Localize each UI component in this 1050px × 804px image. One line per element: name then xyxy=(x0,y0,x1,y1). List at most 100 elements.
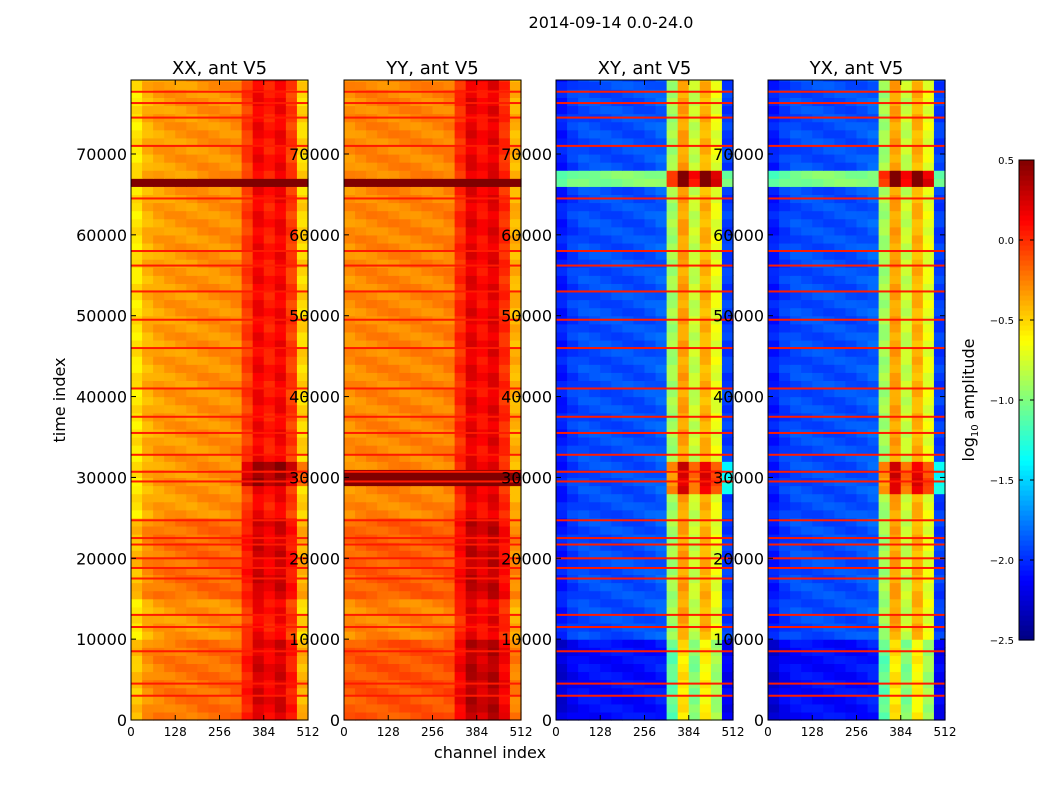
heatmap-cell xyxy=(242,97,254,106)
heatmap-cell xyxy=(667,170,679,179)
heatmap-cell xyxy=(812,267,824,276)
heatmap-cell xyxy=(455,502,467,511)
heatmap-cell xyxy=(633,267,645,276)
heatmap-cell xyxy=(153,663,165,672)
heatmap-cell xyxy=(633,81,645,90)
heatmap-cell xyxy=(567,696,579,705)
heatmap-cell xyxy=(711,89,723,98)
heatmap-cell xyxy=(645,615,657,624)
heatmap-cell xyxy=(901,308,913,317)
heatmap-cell xyxy=(779,445,791,454)
heatmap-cell xyxy=(556,170,568,179)
heatmap-cell xyxy=(912,583,924,592)
heatmap-cell xyxy=(779,275,791,284)
heatmap-cell xyxy=(242,364,254,373)
heatmap-cell xyxy=(131,704,143,713)
flagged-row-line xyxy=(344,265,521,267)
heatmap-cell xyxy=(667,437,679,446)
heatmap-cell xyxy=(611,510,623,519)
heatmap-cell xyxy=(488,405,500,414)
heatmap-cell xyxy=(231,591,243,600)
heatmap-cell xyxy=(399,356,411,365)
heatmap-cell xyxy=(779,615,791,624)
flagged-row-line xyxy=(344,695,521,697)
heatmap-cell xyxy=(377,162,389,171)
heatmap-cell xyxy=(600,671,612,680)
y-tick-label: 50000 xyxy=(76,307,127,326)
heatmap-cell xyxy=(645,356,657,365)
heatmap-cell xyxy=(656,397,668,406)
heatmap-cell xyxy=(455,89,467,98)
heatmap-cell xyxy=(142,186,154,195)
heatmap-cell xyxy=(499,211,511,220)
heatmap-cell xyxy=(433,324,445,333)
heatmap-cell xyxy=(645,445,657,454)
heatmap-cell xyxy=(344,130,356,139)
heatmap-cell xyxy=(142,97,154,106)
heatmap-cell xyxy=(366,558,378,567)
heatmap-cell xyxy=(857,332,869,341)
heatmap-cell xyxy=(656,356,668,365)
heatmap-cell xyxy=(923,494,935,503)
heatmap-cell xyxy=(433,227,445,236)
heatmap-cell xyxy=(578,324,590,333)
heatmap-cell xyxy=(466,364,478,373)
heatmap-cell xyxy=(399,655,411,664)
heatmap-cell xyxy=(801,437,813,446)
heatmap-cell xyxy=(488,518,500,527)
heatmap-cell xyxy=(164,518,176,527)
heatmap-cell xyxy=(477,130,489,139)
heatmap-cell xyxy=(466,405,478,414)
heatmap-cell xyxy=(656,146,668,155)
heatmap-cell xyxy=(153,324,165,333)
flagged-row-line xyxy=(556,650,733,652)
heatmap-cell xyxy=(890,599,902,608)
heatmap-cell xyxy=(164,558,176,567)
heatmap-cell xyxy=(923,599,935,608)
heatmap-cell xyxy=(711,372,723,381)
heatmap-cell xyxy=(131,388,143,397)
heatmap-cell xyxy=(231,275,243,284)
heatmap-cell xyxy=(488,154,500,163)
heatmap-cell xyxy=(220,502,232,511)
heatmap-cell xyxy=(153,186,165,195)
heatmap-cell xyxy=(253,324,265,333)
heatmap-cell xyxy=(142,251,154,260)
heatmap-cell xyxy=(388,332,400,341)
heatmap-cell xyxy=(890,397,902,406)
heatmap-cell xyxy=(355,502,367,511)
heatmap-cell xyxy=(633,655,645,664)
heatmap-cell xyxy=(433,275,445,284)
heatmap-cell xyxy=(275,267,287,276)
heatmap-cell xyxy=(790,639,802,648)
heatmap-cell xyxy=(768,364,780,373)
heatmap-cell xyxy=(164,324,176,333)
heatmap-cell xyxy=(399,591,411,600)
heatmap-cell xyxy=(377,583,389,592)
heatmap-cell xyxy=(768,251,780,260)
heatmap-cell xyxy=(801,558,813,567)
heatmap-cell xyxy=(197,445,209,454)
heatmap-cell xyxy=(164,211,176,220)
heatmap-cell xyxy=(845,251,857,260)
heatmap-cell xyxy=(779,332,791,341)
heatmap-cell xyxy=(923,461,935,470)
heatmap-cell xyxy=(377,235,389,244)
heatmap-cell xyxy=(242,397,254,406)
heatmap-cell xyxy=(689,712,701,721)
heatmap-cell xyxy=(208,671,220,680)
heatmap-cell xyxy=(421,348,433,357)
heatmap-cell xyxy=(175,486,187,495)
heatmap-cell xyxy=(242,421,254,430)
heatmap-cell xyxy=(355,655,367,664)
heatmap-cell xyxy=(768,421,780,430)
heatmap-cell xyxy=(600,300,612,309)
y-tick-label: 70000 xyxy=(289,145,340,164)
heatmap-cell xyxy=(142,154,154,163)
heatmap-cell xyxy=(923,421,935,430)
heatmap-cell xyxy=(220,655,232,664)
heatmap-cell xyxy=(433,518,445,527)
heatmap-cell xyxy=(879,291,891,300)
heatmap-cell xyxy=(845,663,857,672)
heatmap-cell xyxy=(275,122,287,131)
